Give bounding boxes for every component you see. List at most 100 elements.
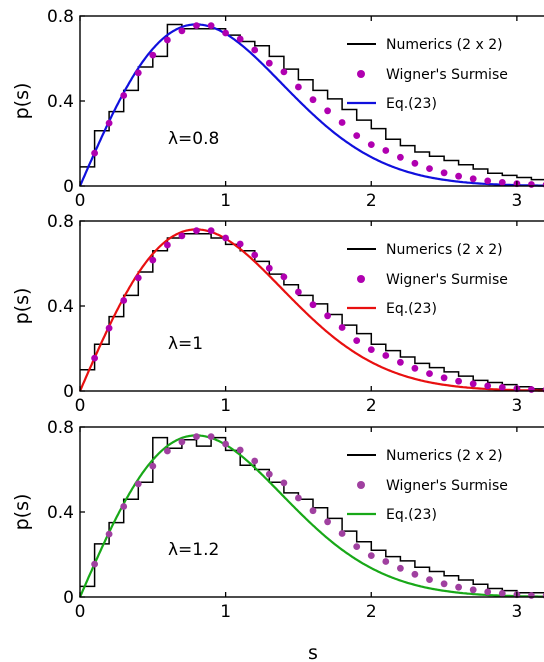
wigner-point [105, 119, 113, 127]
wigner-point [251, 457, 259, 465]
wigner-point [440, 374, 448, 382]
wigner-point [193, 227, 200, 235]
wigner-point [528, 592, 535, 599]
wigner-point [367, 552, 375, 559]
legend-label-numerics: Numerics (2 x 2) [386, 242, 503, 258]
wigner-point [120, 297, 128, 304]
wigner-point [324, 107, 331, 115]
wigner-point [236, 35, 244, 43]
panels: 0 1 2 3 0 0.4 0.8 p(s) λ=0.8 Numerics (2 x 2) Wign… [11, 7, 544, 622]
wigner-point [353, 132, 361, 140]
x-tick-label: 0 [75, 602, 86, 622]
wigner-point [222, 440, 230, 448]
y-tick-label: 0.8 [47, 7, 74, 27]
y-tick-label: 0 [63, 382, 74, 402]
wigner-point [309, 96, 317, 104]
x-tick-label: 1 [220, 396, 231, 416]
wigner-point [411, 570, 419, 578]
x-tick-label: 2 [366, 396, 377, 416]
y-tick-label: 0.4 [47, 92, 74, 112]
wigner-point [134, 274, 142, 282]
wigner-point [338, 530, 346, 537]
wigner-point [120, 503, 128, 510]
wigner-point [280, 479, 288, 487]
wigner-point [324, 312, 331, 320]
wigner-point [295, 494, 302, 502]
wigner-point [469, 175, 477, 183]
wigner-point [207, 227, 215, 235]
panel-1: 0 1 2 3 0 0.4 0.8 p(s) λ=0.8 Numerics (2 x 2) Wign… [11, 7, 544, 211]
legend-label-numerics: Numerics (2 x 2) [386, 37, 503, 53]
legend-label-wigner: Wigner's Surmise [386, 67, 508, 83]
wigner-point [397, 153, 404, 161]
x-tick-label: 0 [75, 396, 86, 416]
wigner-point [426, 576, 433, 583]
x-tick-label: 1 [220, 602, 231, 622]
x-tick-label: 1 [220, 191, 231, 211]
x-axis-label: s [308, 642, 318, 662]
wigner-point [149, 462, 157, 470]
wigner-point [498, 590, 506, 597]
wigner-point [236, 446, 244, 454]
wigner-point [353, 337, 361, 344]
legend-label-eq23: Eq.(23) [386, 96, 437, 112]
wigner-point [295, 288, 302, 296]
panel-2: 0 1 2 3 0 0.4 0.8 p(s) λ=1 Numerics (2 x 2) Wigner… [11, 212, 544, 416]
wigner-point [207, 22, 215, 29]
y-axis-label: p(s) [11, 83, 33, 120]
wigner-point [265, 470, 273, 478]
wigner-point [251, 251, 259, 259]
wigner-point [498, 384, 506, 391]
x-tick-label: 2 [366, 191, 377, 211]
y-tick-label: 0.4 [47, 297, 74, 317]
wigner-point [397, 564, 404, 572]
wigner-point [528, 386, 535, 393]
wigner-point [178, 438, 186, 446]
wigner-point [164, 241, 171, 249]
y-tick-label: 0 [63, 588, 74, 608]
y-axis-label: p(s) [11, 494, 33, 531]
wigner-point [178, 232, 186, 240]
wigner-point [455, 377, 462, 385]
legend-swatch-wigner [357, 70, 365, 78]
wigner-point [484, 382, 492, 390]
wigner-point [149, 256, 157, 264]
wigner-point [105, 530, 113, 538]
wigner-point [455, 172, 462, 180]
wigner-point [295, 83, 302, 91]
wigner-point [134, 480, 142, 488]
wigner-point [164, 36, 171, 44]
wigner-point [440, 169, 448, 177]
wigner-point [236, 240, 244, 248]
lambda-annotation: λ=1.2 [168, 540, 219, 560]
wigner-point [367, 141, 375, 149]
wigner-point [222, 234, 230, 242]
lambda-annotation: λ=0.8 [168, 129, 219, 149]
wigner-point [367, 346, 375, 353]
wigner-point [382, 352, 390, 359]
legend-label-numerics: Numerics (2 x 2) [386, 448, 503, 464]
wigner-point [353, 543, 361, 550]
wigner-point [338, 324, 346, 331]
wigner-point [411, 159, 419, 167]
wigner-point [149, 51, 157, 59]
x-tick-label: 3 [511, 602, 522, 622]
wigner-point [469, 380, 477, 388]
wigner-point [324, 518, 331, 526]
wigner-point [178, 27, 186, 35]
wigner-point [280, 273, 288, 281]
wigner-point [455, 583, 462, 591]
wigner-point [280, 68, 288, 76]
wigner-point [426, 165, 433, 173]
wigner-point [91, 354, 98, 362]
wigner-point [207, 433, 215, 440]
wigner-point [164, 447, 171, 455]
legend-label-eq23: Eq.(23) [386, 507, 437, 523]
wigner-point [528, 181, 535, 188]
y-tick-label: 0.8 [47, 418, 74, 438]
wigner-point [105, 324, 113, 332]
x-tick-label: 3 [511, 191, 522, 211]
wigner-point [91, 149, 98, 157]
wigner-point [91, 560, 98, 568]
legend-label-eq23: Eq.(23) [386, 301, 437, 317]
